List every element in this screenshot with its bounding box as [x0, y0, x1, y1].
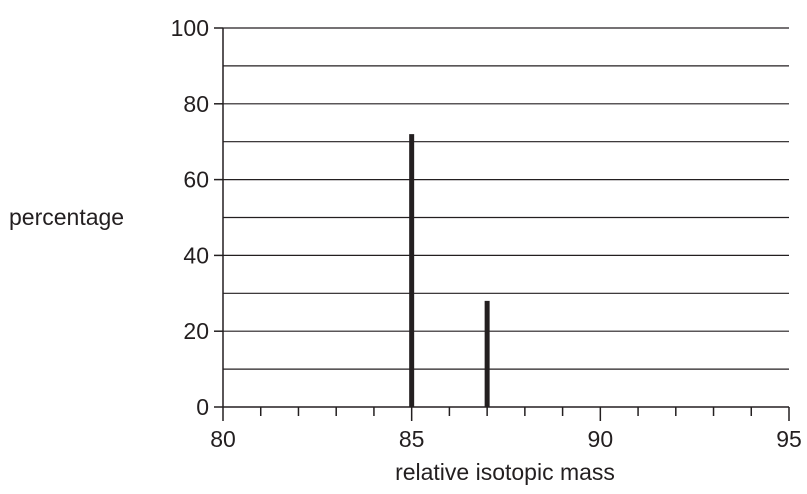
axes [222, 28, 789, 408]
y-axis-title: percentage [9, 204, 124, 230]
y-tick-label: 0 [196, 394, 209, 420]
x-tick-label: 90 [588, 426, 614, 452]
y-tick-label: 60 [183, 167, 209, 193]
x-tick-label: 80 [210, 426, 236, 452]
x-tick-label: 95 [776, 426, 802, 452]
x-tick-label: 85 [399, 426, 425, 452]
y-tick-label: 100 [171, 15, 209, 41]
tick-labels: 0 20 40 60 80 100 80 85 90 95 [171, 15, 802, 452]
y-tick-label: 40 [183, 242, 209, 268]
ticks [214, 27, 790, 421]
x-axis-title: relative isotopic mass [395, 459, 615, 485]
gridlines [223, 27, 789, 370]
y-tick-label: 20 [183, 318, 209, 344]
y-tick-label: 80 [183, 91, 209, 117]
spectrum-lines [409, 134, 490, 407]
